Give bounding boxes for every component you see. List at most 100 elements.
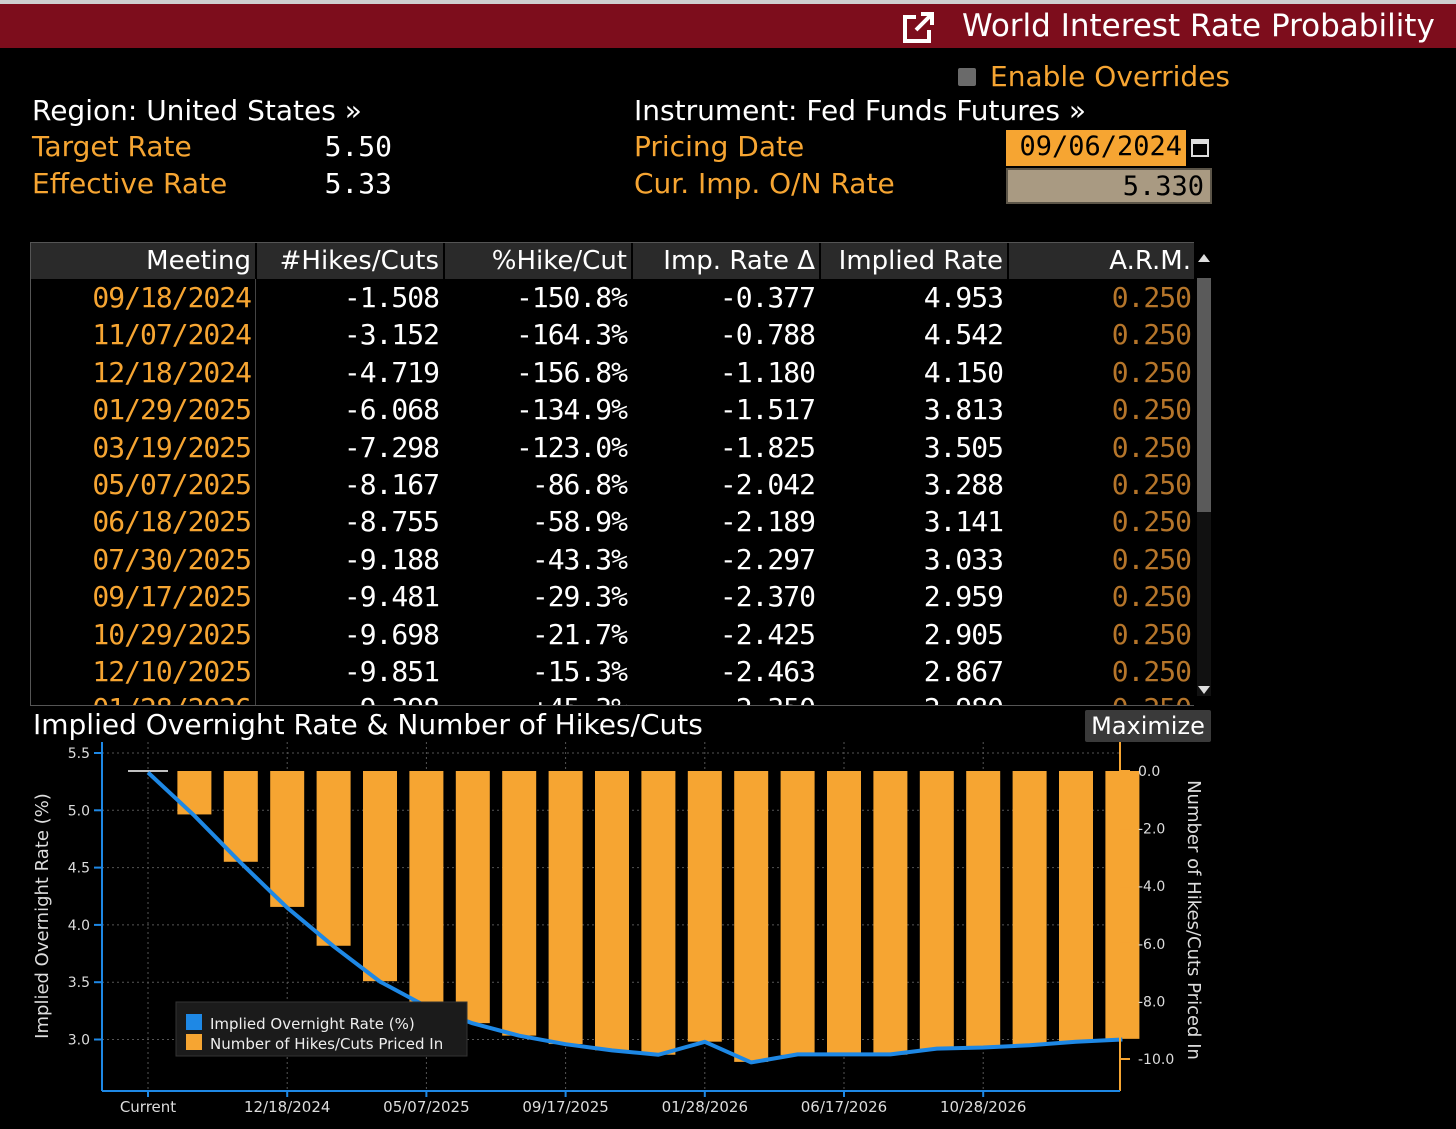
legend-label-hikes: Number of Hikes/Cuts Priced In [210, 1035, 443, 1053]
hikes-cuts-bar [409, 771, 444, 1007]
y-right-tick-label: -6.0 [1138, 937, 1165, 953]
legend-swatch-rate [186, 1014, 202, 1030]
col-implied-rate[interactable]: Implied Rate [821, 243, 1007, 279]
cell-pct-hike-cut: -123.0% [515, 430, 628, 464]
y-right-tick-label: 0.0 [1138, 764, 1160, 780]
table-row[interactable]: 11/07/2024 -3.152 -164.3% -0.788 4.542 0.250 [31, 316, 1195, 353]
cell-imp-rate-delta: -1.517 [719, 393, 816, 427]
cell-arm: 0.250 [1111, 655, 1192, 688]
cell-hikes-cuts: -9.698 [343, 617, 440, 651]
cell-meeting: 05/07/2025 [92, 468, 252, 501]
cell-implied-rate: 4.542 [923, 318, 1004, 352]
table-scrollbar[interactable] [1194, 242, 1214, 706]
hikes-cuts-bar [827, 771, 861, 1055]
hikes-cuts-bar [455, 771, 490, 1024]
scroll-thumb[interactable] [1197, 278, 1211, 512]
table-row[interactable]: 06/18/2025 -8.755 -58.9% -2.189 3.141 0.250 [31, 503, 1195, 540]
y-right-tick-label: -4.0 [1138, 879, 1165, 895]
cell-pct-hike-cut: -15.3% [531, 655, 628, 688]
table-row[interactable]: 12/10/2025 -9.851 -15.3% -2.463 2.867 0.250 [31, 653, 1195, 690]
target-rate-value: 5.50 [324, 130, 392, 163]
x-tick-label: 12/18/2024 [244, 1098, 330, 1116]
implied-rate-line [146, 771, 1123, 1065]
cell-hikes-cuts: -1.508 [343, 281, 440, 314]
popout-icon[interactable] [902, 10, 936, 44]
cell-hikes-cuts: -3.152 [343, 318, 440, 352]
cell-implied-rate: 3.505 [923, 430, 1004, 464]
col-meeting[interactable]: Meeting [31, 243, 255, 279]
table-row[interactable]: 01/28/2026-9.398+45.3%-2.3502.9800.250 [31, 690, 1195, 705]
effective-rate-label: Effective Rate [32, 167, 228, 200]
cell-implied-rate: 2.867 [923, 655, 1004, 688]
cell-imp-rate-delta: -0.377 [719, 281, 816, 314]
hikes-cuts-bar [270, 771, 305, 907]
y-left-label: Implied Overnight Rate (%) [32, 793, 53, 1039]
y-left-tick-label: 3.5 [68, 975, 90, 991]
table-row[interactable]: 12/18/2024 -4.719 -156.8% -1.180 4.150 0.250 [31, 354, 1195, 391]
calendar-icon[interactable] [1188, 130, 1212, 166]
enable-overrides-label[interactable]: Enable Overrides [990, 60, 1231, 93]
table-row[interactable]: 03/19/2025 -7.298 -123.0% -1.825 3.505 0.250 [31, 429, 1195, 466]
cell-hikes-cuts: -8.167 [343, 468, 440, 501]
cell-meeting: 09/17/2025 [92, 580, 252, 614]
col-pct-hike-cut[interactable]: %Hike/Cut [445, 243, 631, 279]
pricing-date-input[interactable]: 09/06/2024 [1006, 130, 1186, 166]
enable-overrides-checkbox[interactable] [958, 68, 976, 86]
table-row[interactable]: 09/18/2024 -1.508 -150.8% -0.377 4.953 0.250 [31, 279, 1195, 316]
scroll-down-icon[interactable] [1197, 684, 1211, 696]
hikes-cuts-bar [687, 771, 722, 1042]
cell-implied-rate: 4.150 [923, 355, 1004, 389]
cell-imp-rate-delta: -0.788 [719, 318, 816, 352]
cell-implied-rate: 3.288 [923, 468, 1004, 501]
legend-swatch-hikes [186, 1034, 202, 1050]
x-tick-label: 06/17/2026 [801, 1098, 887, 1116]
cell-pct-hike-cut: -164.3% [515, 318, 628, 352]
cell-implied-rate: 2.905 [923, 617, 1004, 651]
cell-imp-rate-delta: -2.463 [719, 655, 816, 688]
cur-imp-rate-field[interactable]: 5.330 [1006, 168, 1212, 204]
y-left-tick-label: 4.5 [68, 861, 90, 877]
table-row[interactable]: 09/17/2025 -9.481 -29.3% -2.370 2.959 0.250 [31, 578, 1195, 615]
cell-hikes-cuts: -9.398 [257, 690, 443, 705]
cell-arm: 0.250 [1111, 430, 1192, 464]
scroll-up-icon[interactable] [1197, 252, 1211, 264]
instrument-selector[interactable]: Instrument: Fed Funds Futures » [634, 94, 1086, 127]
maximize-button[interactable]: Maximize [1085, 710, 1211, 742]
cell-arm: 0.250 [1111, 505, 1192, 539]
legend-box [175, 1001, 468, 1057]
cell-imp-rate-delta: -2.425 [719, 617, 816, 651]
x-tick-label: 09/17/2025 [522, 1098, 608, 1116]
cell-hikes-cuts: -4.719 [343, 355, 440, 389]
hikes-cuts-bar [595, 771, 629, 1051]
hikes-cuts-bar [873, 771, 908, 1055]
col-imp-rate-delta[interactable]: Imp. Rate Δ [633, 243, 819, 279]
hikes-cuts-bar [548, 771, 583, 1045]
hikes-cuts-bar [734, 771, 769, 1062]
cell-meeting: 12/18/2024 [92, 355, 252, 389]
cell-meeting: 03/19/2025 [92, 430, 252, 464]
table-row[interactable]: 05/07/2025 -8.167 -86.8% -2.042 3.288 0.250 [31, 466, 1195, 503]
cell-arm: 0.250 [1009, 690, 1195, 705]
x-tick-label: 05/07/2025 [383, 1098, 469, 1116]
table-row[interactable]: 07/30/2025 -9.188 -43.3% -2.297 3.033 0.250 [31, 541, 1195, 578]
cell-pct-hike-cut: -21.7% [531, 617, 628, 651]
y-right-tick-label: -8.0 [1138, 994, 1165, 1010]
cell-implied-rate: 2.980 [821, 690, 1007, 705]
target-rate-label: Target Rate [32, 130, 192, 163]
table-row[interactable]: 10/29/2025 -9.698 -21.7% -2.425 2.905 0.250 [31, 616, 1195, 653]
cell-pct-hike-cut: -134.9% [515, 393, 628, 427]
col-arm[interactable]: A.R.M. [1009, 243, 1195, 279]
cell-pct-hike-cut: -43.3% [531, 542, 628, 576]
cell-meeting: 01/29/2025 [92, 393, 252, 427]
table-header: Meeting #Hikes/Cuts %Hike/Cut Imp. Rate … [31, 243, 1195, 279]
rate-chart: 5.5 5.0 4.5 4.0 3.5 3.0 0.0 -2.0 -4.0 -6.0 -8.0 -10… [32, 742, 1204, 1116]
col-hikes-cuts[interactable]: #Hikes/Cuts [257, 243, 443, 279]
region-selector[interactable]: Region: United States » [32, 94, 362, 127]
cell-pct-hike-cut: -150.8% [515, 281, 628, 314]
hikes-cuts-bar [363, 771, 397, 982]
cell-imp-rate-delta: -2.350 [633, 690, 819, 705]
cell-pct-hike-cut: -86.8% [531, 468, 628, 501]
table-row[interactable]: 01/29/2025 -6.068 -134.9% -1.517 3.813 0.250 [31, 391, 1195, 428]
cell-arm: 0.250 [1111, 580, 1192, 614]
window-title: World Interest Rate Probability [962, 8, 1435, 44]
